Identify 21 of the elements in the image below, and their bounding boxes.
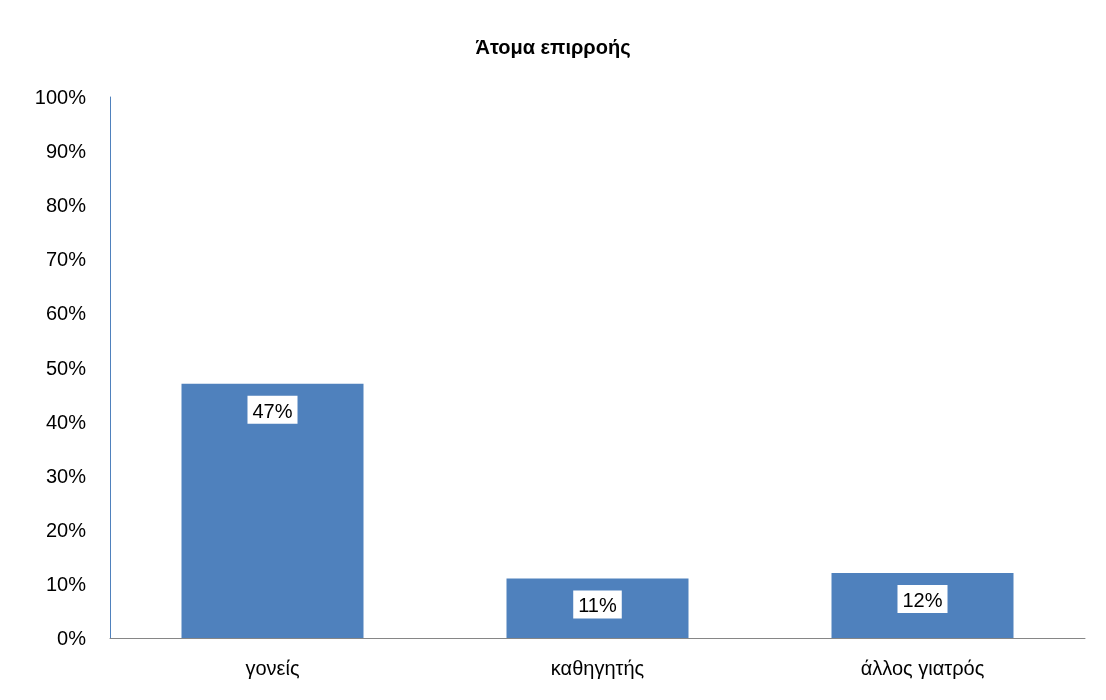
- bar: [181, 383, 364, 638]
- y-tick-label: 60%: [45, 302, 87, 325]
- y-tick-label: 90%: [45, 140, 87, 163]
- data-label: 47%: [252, 399, 293, 422]
- data-label: 11%: [578, 594, 617, 617]
- y-tick-label: 0%: [57, 627, 87, 649]
- x-tick-label: καθηγητής: [550, 657, 645, 679]
- y-tick-label: 30%: [45, 464, 87, 487]
- y-tick-label: 20%: [45, 518, 87, 541]
- data-label: 12%: [902, 589, 943, 612]
- chart-title: Άτομα επιρροής: [475, 36, 631, 58]
- y-tick-label: 40%: [45, 410, 87, 433]
- x-tick-label: άλλος γιατρός: [860, 657, 985, 679]
- y-tick-label: 70%: [45, 248, 87, 271]
- x-tick-label: γονείς: [245, 657, 300, 679]
- y-tick-label: 80%: [45, 194, 87, 217]
- y-tick-label: 50%: [45, 356, 87, 379]
- y-tick-label: 100%: [34, 86, 87, 108]
- bar: [831, 573, 1014, 638]
- bar: [506, 578, 689, 638]
- y-tick-label: 10%: [45, 572, 87, 595]
